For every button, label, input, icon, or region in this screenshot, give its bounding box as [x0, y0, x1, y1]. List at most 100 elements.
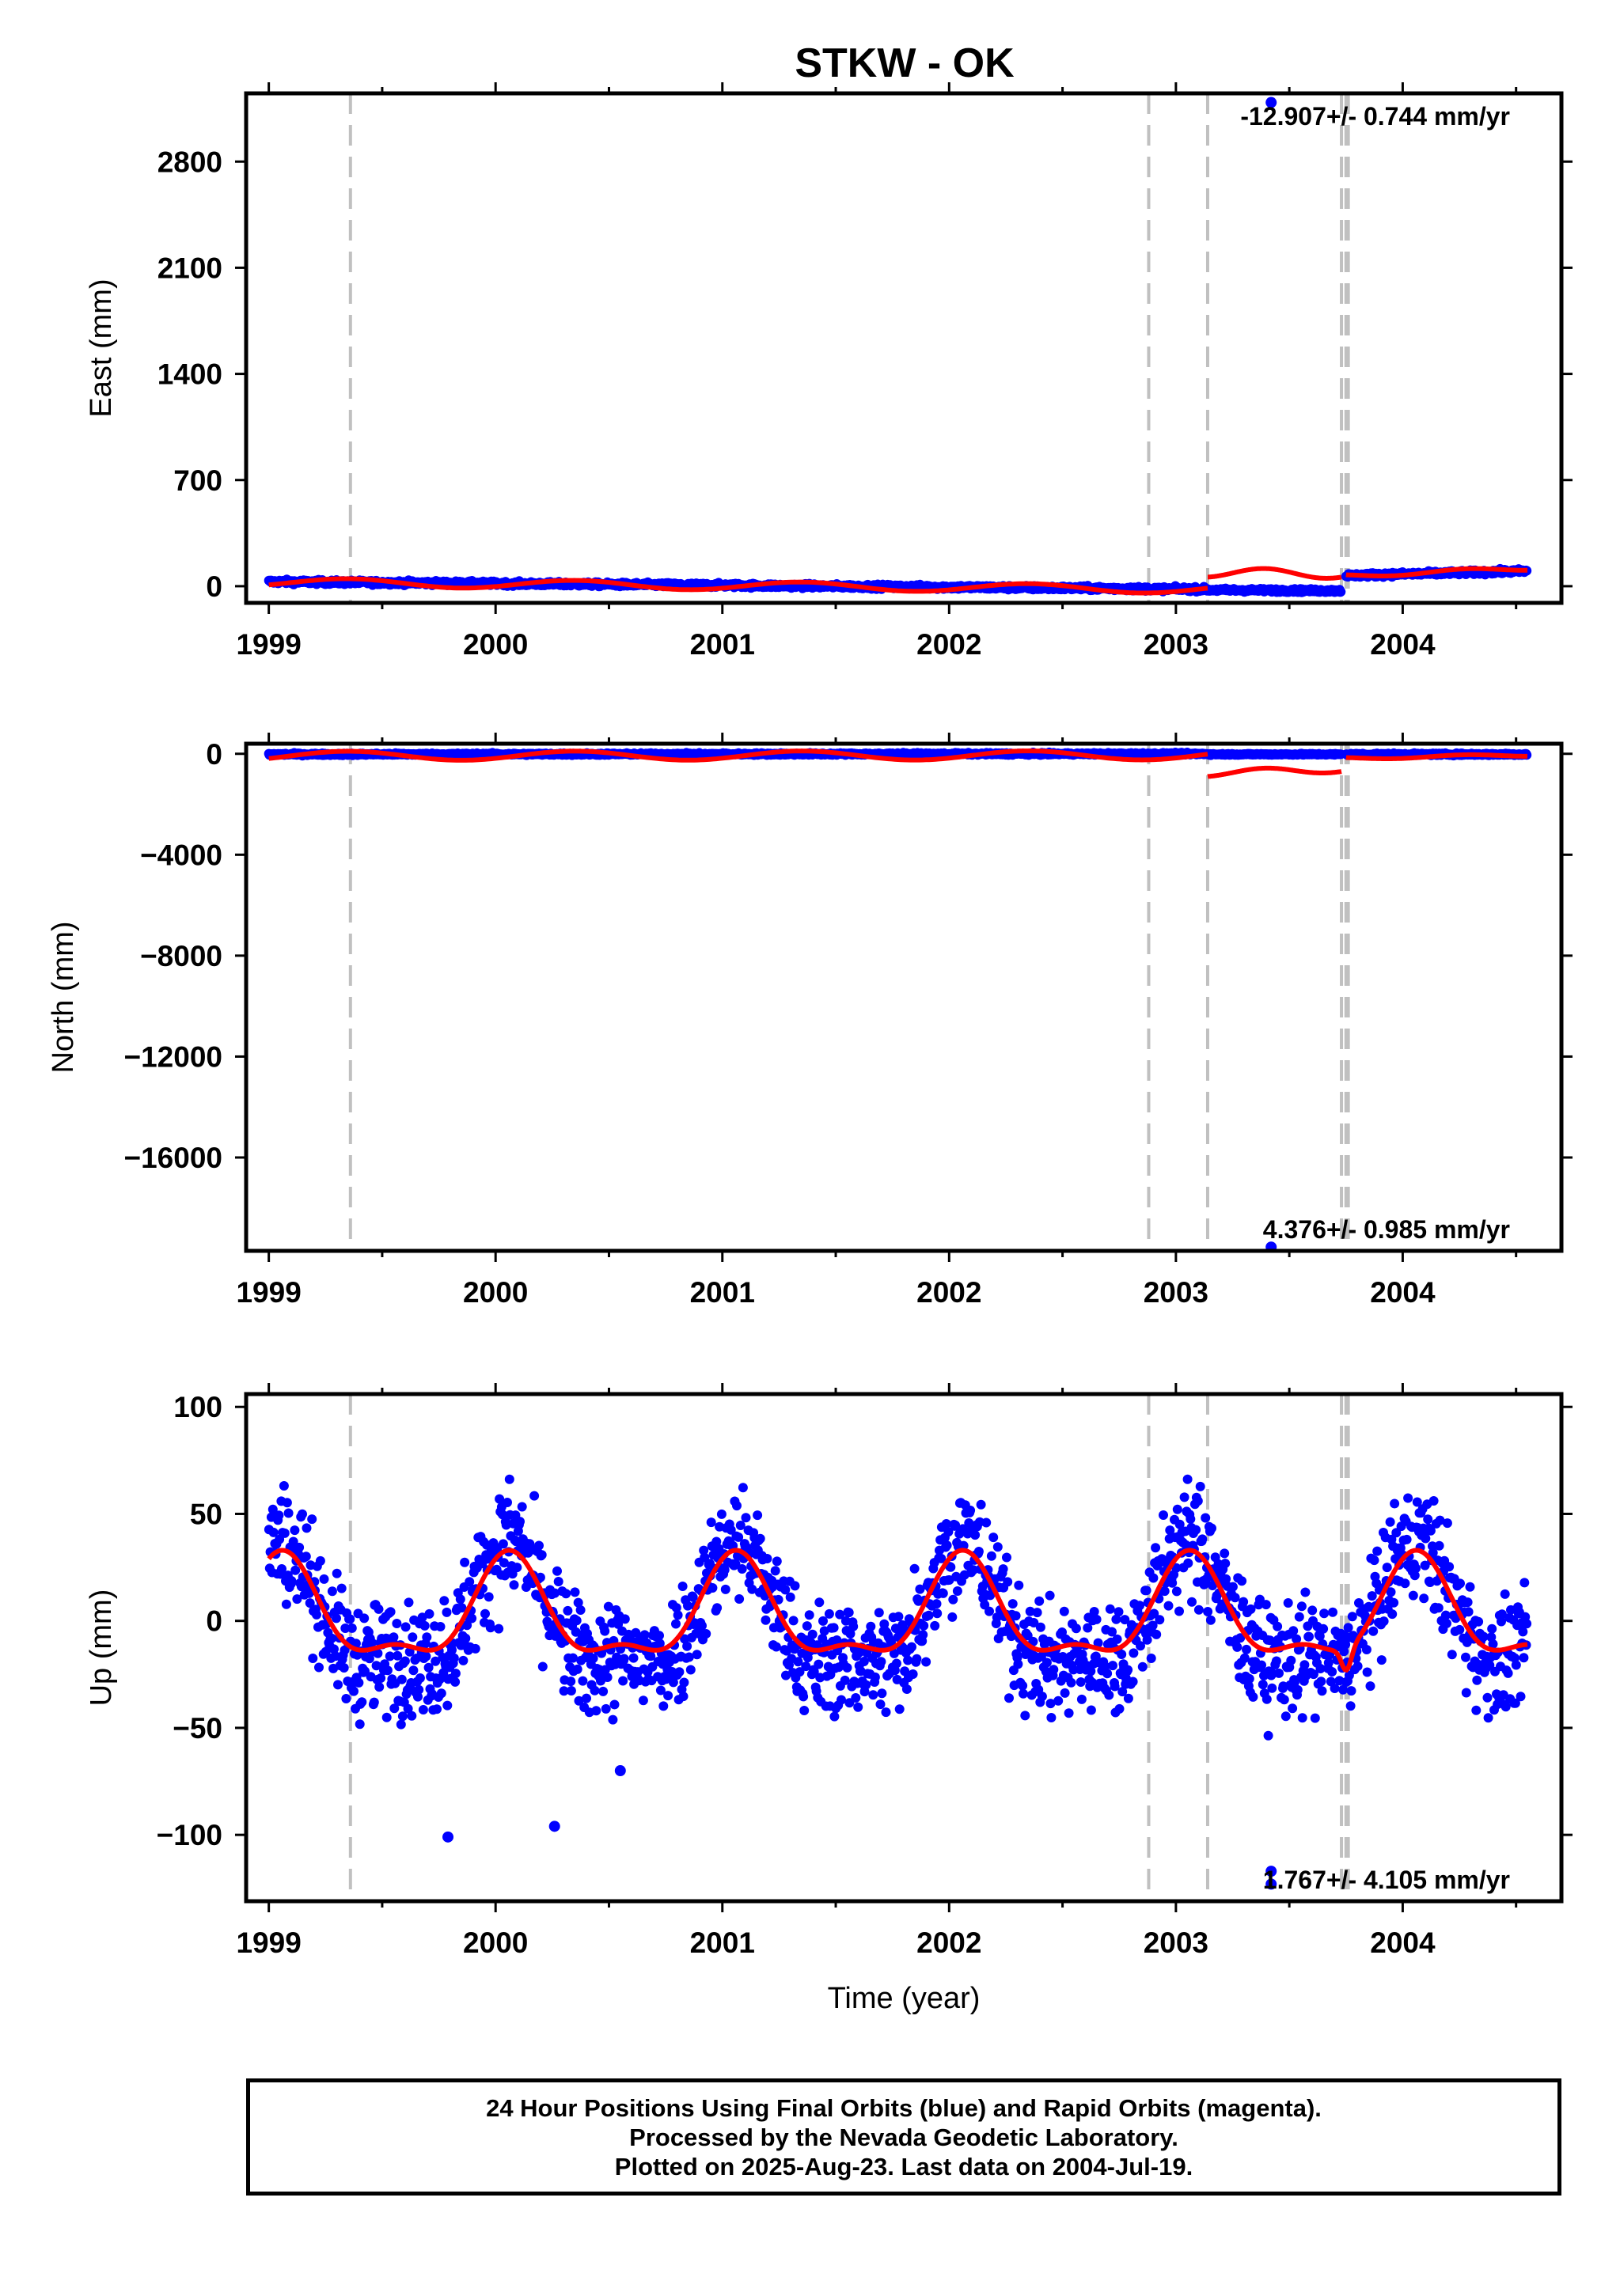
data-point [288, 1536, 298, 1547]
data-point [772, 1556, 782, 1567]
data-point [875, 1699, 886, 1710]
data-point [618, 1676, 628, 1686]
data-point [829, 1623, 839, 1633]
data-point [373, 1648, 383, 1658]
y-tick-label: 1400 [157, 358, 222, 391]
data-point [484, 1592, 494, 1602]
outlier-point [1265, 97, 1277, 108]
data-point [415, 1673, 425, 1683]
x-tick-label: 2002 [916, 628, 981, 661]
data-point [537, 1550, 547, 1560]
data-point [327, 1633, 337, 1643]
x-tick-label: 2004 [1370, 1276, 1436, 1309]
data-point [844, 1608, 854, 1618]
data-point [755, 1533, 765, 1544]
data-point [436, 1688, 446, 1699]
data-point [376, 1673, 386, 1683]
data-point [835, 1609, 845, 1620]
data-point [619, 1654, 629, 1664]
data-point [771, 1642, 781, 1652]
data-point [780, 1585, 791, 1595]
data-point [439, 1596, 450, 1606]
data-point [574, 1695, 584, 1706]
data-point [734, 1594, 745, 1604]
data-point [591, 1706, 601, 1716]
data-point [435, 1622, 446, 1631]
data-point [770, 1566, 780, 1576]
data-point [371, 1661, 381, 1671]
model-curve [268, 576, 1208, 596]
data-point [389, 1703, 400, 1714]
data-point [603, 1601, 613, 1612]
data-point [646, 1651, 656, 1661]
data-point [566, 1677, 576, 1687]
data-point [726, 1525, 736, 1535]
data-point [283, 1508, 294, 1518]
data-point [389, 1632, 399, 1642]
data-point [654, 1631, 664, 1641]
data-point [861, 1680, 871, 1690]
data-point [877, 1688, 887, 1699]
data-point [568, 1653, 578, 1663]
data-point [683, 1601, 692, 1611]
data-point [404, 1597, 414, 1608]
data-point [655, 1685, 666, 1695]
data-point [708, 1583, 718, 1593]
plot-frame [244, 91, 1564, 605]
rate-annotation: 4.376+/- 0.985 mm/yr [1263, 1215, 1510, 1244]
data-point [319, 1574, 329, 1584]
data-point [534, 1540, 544, 1551]
data-point [290, 1565, 301, 1575]
data-point [812, 1640, 822, 1650]
data-point [706, 1517, 716, 1528]
data-point [336, 1583, 347, 1593]
data-point [349, 1686, 359, 1696]
data-point [366, 1638, 377, 1648]
data-point [501, 1520, 511, 1530]
data-point [818, 1616, 828, 1626]
data-point [550, 1588, 560, 1598]
data-point [374, 1604, 384, 1614]
data-point [639, 1630, 650, 1640]
data-point [608, 1714, 618, 1725]
data-point [870, 1672, 880, 1682]
y-tick-label: 2800 [157, 146, 222, 178]
plot-frame [244, 741, 1564, 1253]
data-point [450, 1677, 461, 1687]
data-point [663, 1691, 673, 1701]
data-point [814, 1597, 825, 1608]
data-point [716, 1509, 727, 1519]
data-point [385, 1607, 396, 1617]
data-point [842, 1662, 852, 1673]
data-point [413, 1692, 423, 1702]
data-point [891, 1658, 901, 1669]
y-tick-label: −8000 [140, 940, 222, 972]
x-tick-label: 2002 [916, 1276, 981, 1309]
x-tick-label: 2001 [690, 628, 755, 661]
data-point [845, 1629, 856, 1639]
data-point [537, 1661, 548, 1672]
data-point [628, 1653, 639, 1663]
data-point [400, 1622, 411, 1632]
data-point [678, 1692, 689, 1702]
chart-title: STKW - OK [795, 40, 1015, 86]
data-point [332, 1613, 341, 1623]
data-point [699, 1545, 709, 1555]
data-point [572, 1664, 582, 1674]
x-tick-label: 2000 [463, 1276, 528, 1309]
data-point [421, 1651, 431, 1661]
data-point [499, 1558, 509, 1568]
data-point [638, 1695, 648, 1706]
data-point [738, 1483, 748, 1493]
data-point [654, 1639, 665, 1649]
data-point [1336, 587, 1346, 597]
data-point [414, 1684, 424, 1695]
data-point [345, 1614, 355, 1624]
data-point [431, 1656, 441, 1666]
data-point [314, 1662, 324, 1673]
data-point [601, 1703, 611, 1714]
data-point [298, 1509, 307, 1519]
y-tick-label: 700 [173, 464, 222, 497]
data-point [762, 1554, 772, 1563]
